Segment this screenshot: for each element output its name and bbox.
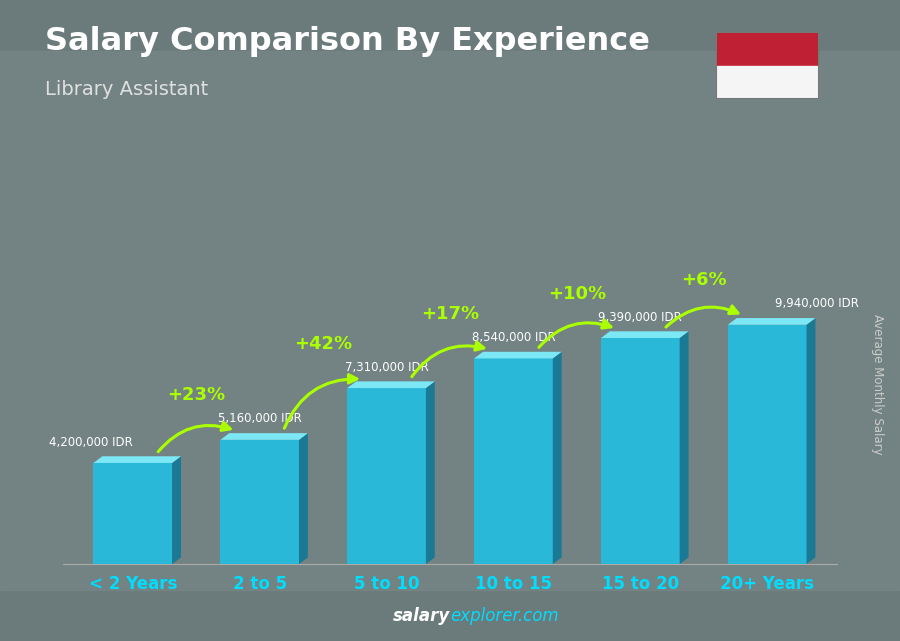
Text: +6%: +6% (681, 271, 726, 289)
Text: 9,940,000 IDR: 9,940,000 IDR (775, 297, 859, 310)
Polygon shape (728, 325, 806, 564)
Bar (716, 66, 819, 99)
Text: 4,200,000 IDR: 4,200,000 IDR (49, 436, 133, 449)
Polygon shape (680, 331, 688, 564)
Polygon shape (299, 433, 308, 564)
Polygon shape (553, 352, 562, 564)
Text: 9,390,000 IDR: 9,390,000 IDR (598, 311, 682, 324)
Text: +17%: +17% (421, 305, 479, 323)
Polygon shape (426, 381, 435, 564)
Polygon shape (474, 352, 562, 358)
Text: Library Assistant: Library Assistant (45, 80, 208, 99)
Text: explorer.com: explorer.com (450, 607, 559, 625)
Text: Average Monthly Salary: Average Monthly Salary (871, 314, 884, 455)
Text: Salary Comparison By Experience: Salary Comparison By Experience (45, 26, 650, 56)
Polygon shape (94, 456, 181, 463)
Polygon shape (601, 338, 680, 564)
Polygon shape (728, 318, 815, 325)
Polygon shape (474, 358, 553, 564)
Text: 5,160,000 IDR: 5,160,000 IDR (218, 413, 302, 426)
Text: +23%: +23% (167, 387, 225, 404)
Text: 8,540,000 IDR: 8,540,000 IDR (472, 331, 555, 344)
Text: salary: salary (392, 607, 450, 625)
Bar (716, 32, 819, 66)
Polygon shape (806, 318, 815, 564)
Polygon shape (347, 381, 435, 388)
Polygon shape (347, 388, 426, 564)
Polygon shape (94, 463, 172, 564)
Text: 7,310,000 IDR: 7,310,000 IDR (345, 361, 428, 374)
Polygon shape (172, 456, 181, 564)
Text: +42%: +42% (294, 335, 352, 353)
Text: +10%: +10% (548, 285, 606, 303)
Polygon shape (220, 433, 308, 440)
Polygon shape (220, 440, 299, 564)
Polygon shape (601, 331, 688, 338)
